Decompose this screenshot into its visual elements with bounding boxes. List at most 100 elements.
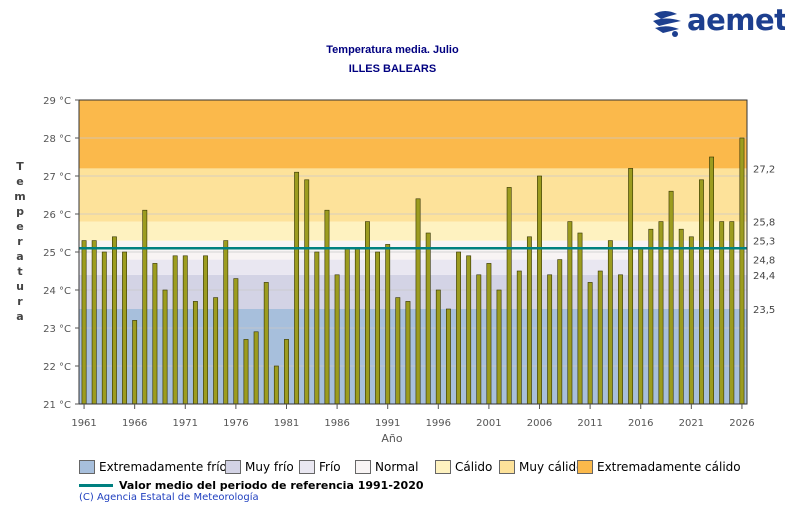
x-tick-label: 2026: [729, 418, 754, 429]
x-tick-label: 2021: [679, 418, 704, 429]
bar-1985: [324, 209, 330, 405]
legend-swatch: [79, 460, 95, 474]
y-tick-label: 29 °C: [43, 96, 71, 107]
bar-2022: [699, 179, 704, 405]
bar-2000: [476, 274, 482, 405]
band-muy-frío: [79, 274, 747, 309]
right-threshold-labels: 27,2 25,8 25,3 24,8 24,4 23,5: [753, 164, 775, 316]
x-tick-label: 1991: [375, 418, 400, 429]
bar-2015: [628, 168, 634, 405]
bar-2010: [577, 232, 583, 405]
legend-label: Extremadamente cálido: [597, 460, 741, 474]
band-extremadamente-frío: [79, 309, 747, 404]
bar-1991: [385, 244, 391, 405]
bar-1965: [122, 251, 127, 405]
threshold-label: 27,2: [753, 164, 775, 175]
bar-2014: [618, 274, 623, 405]
band-frío: [79, 259, 747, 275]
y-axis-label-char: a: [16, 310, 23, 323]
legend-label: Muy cálido: [519, 460, 584, 474]
aemet-logo-mark-icon: [653, 11, 681, 37]
y-axis-label-char: m: [14, 190, 25, 203]
bar-2021: [688, 236, 694, 405]
bar-2008: [557, 259, 563, 405]
threshold-label: 23,5: [753, 305, 775, 316]
x-tick-label: 1976: [223, 418, 248, 429]
y-tick-label: 23 °C: [43, 324, 71, 335]
bar-1979: [263, 282, 269, 405]
legend-item: Frío: [299, 459, 341, 475]
bar-2001: [486, 263, 492, 405]
y-axis-label-char: e: [16, 220, 23, 233]
x-tick-label: 2006: [527, 418, 552, 429]
bar-1976: [233, 278, 239, 405]
threshold-label: 24,4: [753, 271, 775, 282]
x-tick-label: 2016: [628, 418, 653, 429]
bar-2023: [709, 156, 715, 405]
logo-text: aemet: [687, 3, 785, 37]
legend-item: Extremadamente cálido: [577, 459, 741, 475]
x-axis-label: Año: [381, 432, 402, 445]
bar-2007: [547, 274, 553, 405]
legend-label: Cálido: [455, 460, 493, 474]
bar-1970: [172, 255, 178, 405]
legend-label: Normal: [375, 460, 419, 474]
bar-1994: [415, 198, 421, 405]
bar-1990: [375, 251, 381, 405]
x-tick-label: 1966: [122, 418, 147, 429]
x-tick-label: 2001: [476, 418, 501, 429]
legend-swatch: [577, 460, 593, 474]
legend-item: Muy cálido: [499, 459, 583, 475]
bar-1966: [132, 320, 138, 405]
bar-1995: [425, 232, 431, 405]
bar-1980: [273, 365, 279, 405]
y-axis-label-char: r: [17, 295, 23, 308]
legend-swatch: [225, 460, 241, 474]
bar-2004: [516, 270, 522, 405]
threshold-label: 25,3: [753, 237, 775, 248]
legend-swatch: [355, 460, 371, 474]
x-tick-label: 1961: [71, 418, 96, 429]
y-tick-label: 22 °C: [43, 362, 71, 373]
y-tick-label: 25 °C: [43, 248, 71, 259]
y-tick-label: 21 °C: [43, 400, 71, 411]
bar-1971: [182, 255, 188, 405]
bar-2013: [607, 240, 613, 405]
y-axis-label-char: p: [16, 205, 24, 218]
bar-1992: [395, 297, 401, 405]
legend-item: Cálido: [435, 459, 492, 475]
bar-1999: [466, 255, 472, 405]
y-axis-label-char: u: [16, 280, 24, 293]
bar-1974: [213, 297, 219, 405]
bar-2026: [739, 137, 745, 405]
bar-1986: [334, 274, 340, 405]
legend-label: Frío: [319, 460, 341, 474]
y-tick-label: 24 °C: [43, 286, 71, 297]
reference-line-swatch: [79, 484, 113, 487]
y-axis-label-char: t: [17, 265, 22, 278]
legend-item: Extremadamente frío: [79, 459, 227, 475]
bar-2017: [648, 228, 654, 405]
band-extremadamente-cálido: [79, 100, 747, 169]
reference-legend: Valor medio del periodo de referencia 19…: [79, 479, 424, 492]
band-muy-cálido: [79, 168, 747, 222]
legend-swatch: [299, 460, 315, 474]
y-axis-label-char: r: [17, 235, 23, 248]
bar-1969: [162, 289, 168, 405]
bar-2002: [496, 289, 502, 405]
x-tick-label: 1986: [324, 418, 349, 429]
legend-label: Muy frío: [245, 460, 294, 474]
x-tick-label: 1996: [426, 418, 451, 429]
reference-legend-label: Valor medio del periodo de referencia 19…: [119, 479, 424, 492]
y-tick-label: 27 °C: [43, 172, 71, 183]
y-tick-label: 28 °C: [43, 134, 71, 145]
bar-1981: [284, 339, 289, 405]
bar-1984: [314, 251, 320, 405]
bar-2020: [678, 228, 684, 405]
bar-1961: [81, 240, 87, 405]
bar-2003: [506, 187, 512, 405]
legend-item: Muy frío: [225, 459, 294, 475]
y-tick-label: 26 °C: [43, 210, 71, 221]
x-tick-label: 1971: [173, 418, 198, 429]
bar-1962: [91, 240, 97, 405]
